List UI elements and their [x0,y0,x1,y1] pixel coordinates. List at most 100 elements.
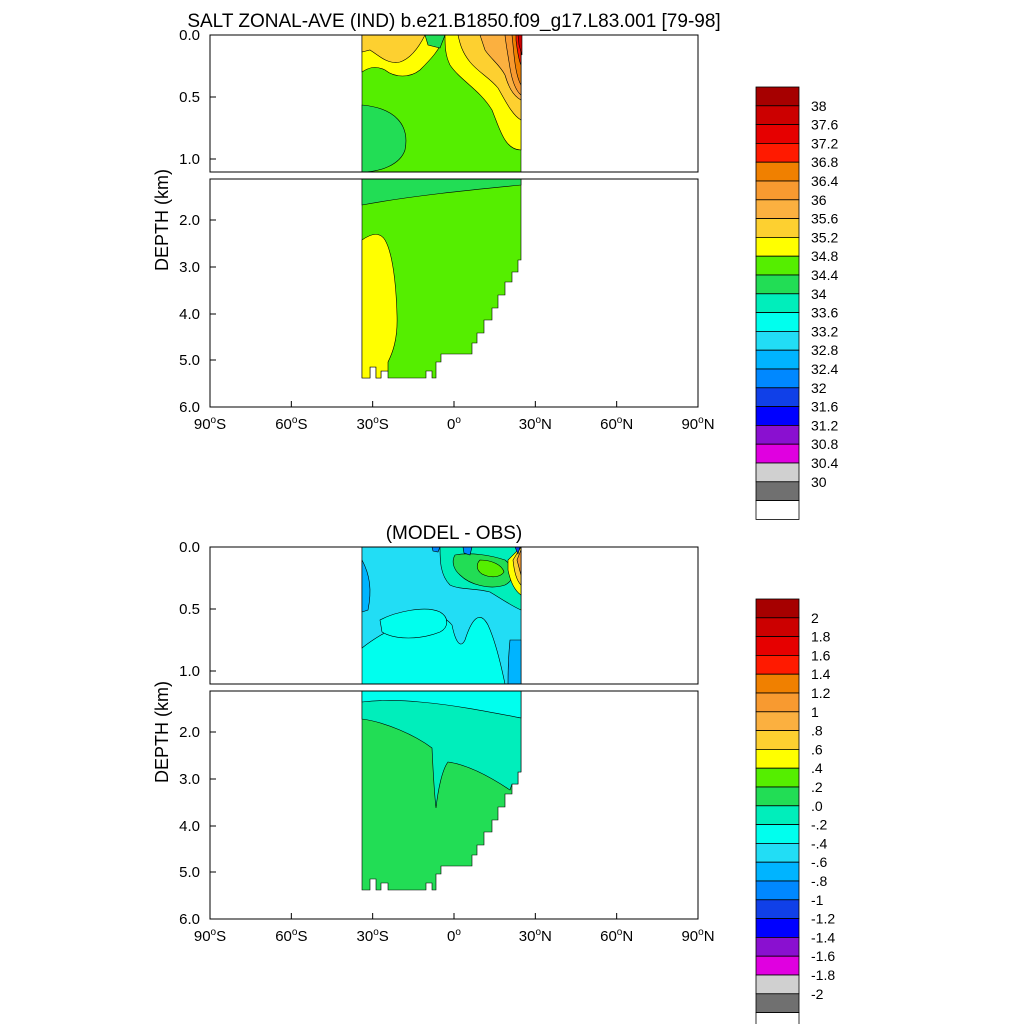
colorbar-swatch [755,142,800,163]
colorbar-label: .2 [811,779,823,795]
salt-band-34-8-deep [361,234,398,379]
colorbar-swatch [755,330,800,351]
colorbar-swatch [755,274,800,295]
colorbar-swatch [755,443,800,464]
colorbar-swatch [755,161,800,182]
colorbar-swatch [755,767,800,788]
colorbar-label: -.6 [811,854,828,870]
y-tick-label: 5.0 [179,352,200,369]
colorbar-swatch [755,655,800,675]
salt-panel-title: SALT ZONAL-AVE (IND) b.e21.B1850.f09_g17… [187,11,720,32]
colorbar-label: -1 [811,892,824,908]
diff-band-neg-0-8 [361,559,371,613]
colorbar-swatch [755,861,800,882]
colorbar-label: 32.4 [811,361,838,377]
salt-colorbar: 38 37.6 37.2 36.8 36.4 36 35.6 35.2 34.8 34.4 34 33… [755,86,838,520]
colorbar-label: .4 [811,760,823,776]
colorbar-swatch [755,598,800,619]
x-tick-label: 90oN [681,927,714,945]
colorbar-swatch [755,105,800,126]
colorbar-swatch [755,349,800,370]
y-tick-label: 1.0 [179,151,200,168]
colorbar-swatch [755,481,800,501]
colorbar-label: 30.4 [811,455,838,471]
colorbar-label: 1 [811,704,819,720]
diff-band-neg-0-8-surface [431,547,441,553]
salt-band-35-2-west [361,35,426,63]
x-tick-label: 60oN [600,415,633,433]
colorbar-label: 33.2 [811,323,838,339]
y-tick-label: 4.0 [179,818,200,835]
colorbar-swatch [755,711,800,731]
salt-upper-frame [209,34,699,173]
colorbar-label: .6 [811,741,823,757]
colorbar-label: -.8 [811,873,828,889]
colorbar-swatch [755,974,800,995]
x-tick-label: 60oN [600,927,633,945]
colorbar-swatch [755,937,800,957]
colorbar-label: 30 [811,474,827,490]
colorbar-label: 38 [811,98,827,114]
colorbar-label: 30.8 [811,436,838,452]
colorbar-swatch [755,617,800,637]
colorbar-label: -1.4 [811,929,835,945]
salt-band-34-deep [361,179,522,206]
colorbar-label: 34.8 [811,248,838,264]
x-tick-label: 30oS [357,415,389,433]
colorbar-swatch [755,406,800,426]
colorbar-swatch [755,368,800,389]
colorbar-swatch [755,124,800,144]
colorbar-label: -1.6 [811,948,835,964]
y-tick-label: 5.0 [179,864,200,881]
colorbar-label: -1.2 [811,911,835,927]
colorbar-label: 34.4 [811,267,838,283]
colorbar-label: 36 [811,192,827,208]
diff-band-neg-1-2-surface [514,547,521,555]
diff-upper-frame [209,546,699,685]
colorbar-swatch [755,805,800,825]
y-tick-label: 3.0 [179,771,200,788]
x-tick-label: 0o [447,927,461,945]
colorbar-label: 37.2 [811,135,838,151]
colorbar-swatch [755,843,800,863]
colorbar-label: 35.2 [811,229,838,245]
x-tick-label: 0o [447,415,461,433]
colorbar-label: -1.8 [811,967,835,983]
diff-band-neg-0-4-patch [379,608,448,639]
colorbar-label: -.2 [811,817,828,833]
y-tick-label: 6.0 [179,399,200,416]
salt-x-axis: 90oS 60oS 30oS 0o 30oN 60oN 90oN [194,401,715,433]
colorbar-swatch [755,387,800,407]
colorbar-label: 36.8 [811,154,838,170]
colorbar-label: 1.8 [811,629,831,645]
colorbar-swatch [755,824,800,844]
colorbar-swatch [755,955,800,976]
colorbar-swatch [755,462,800,483]
x-tick-label: 30oN [519,415,552,433]
colorbar-label: 32 [811,380,827,396]
colorbar-label: .0 [811,798,823,814]
salt-lower-field [361,179,522,379]
diff-y-axis-label: DEPTH (km) [152,681,172,783]
x-tick-label: 90oS [194,415,226,433]
x-tick-label: 30oN [519,927,552,945]
colorbar-label: .8 [811,723,823,739]
salt-upper-field [361,35,523,172]
colorbar-swatch [755,673,800,694]
diff-panel-title: (MODEL - OBS) [386,523,523,544]
colorbar-label: 36.4 [811,173,838,189]
y-tick-label: 3.0 [179,259,200,276]
diff-upper-field [361,547,522,684]
salt-band-34-surface [424,35,446,49]
colorbar-label: -.4 [811,835,828,851]
salt-y-axis-label: DEPTH (km) [152,169,172,271]
diff-band-0-2 [476,559,505,578]
colorbar-label: 2 [811,610,819,626]
colorbar-swatch [755,293,800,313]
colorbar-swatch [755,786,800,807]
colorbar-swatch [755,899,800,919]
y-tick-label: 0.5 [179,601,200,618]
colorbar-swatch [755,636,800,656]
colorbar-swatch [755,86,800,107]
